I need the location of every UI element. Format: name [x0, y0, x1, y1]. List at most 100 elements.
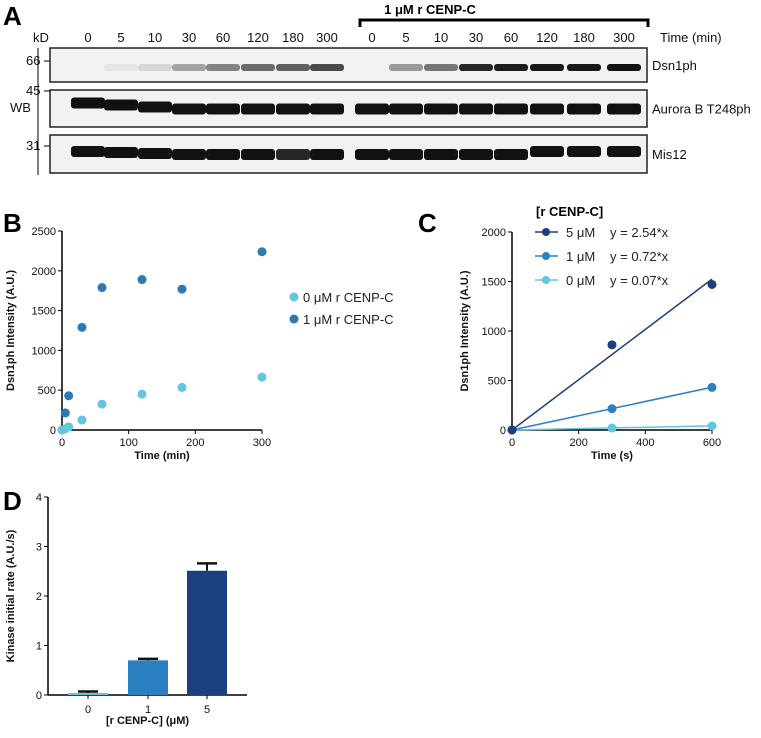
blot-band [567, 103, 601, 115]
data-point [64, 391, 74, 401]
blot-band [355, 103, 389, 115]
x-tick-label: 300 [253, 437, 271, 449]
legend-fit-equation: y = 0.72*x [610, 249, 669, 264]
y-tick-label: 0 [36, 690, 42, 702]
lane-time-label: 10 [148, 30, 162, 45]
data-point [137, 275, 147, 285]
data-point [177, 382, 187, 392]
data-point [607, 340, 617, 350]
data-point [607, 404, 617, 414]
lane-time-label: 0 [368, 30, 375, 45]
data-point [60, 408, 70, 418]
molecular-weight-label: 66 [26, 53, 40, 68]
x-tick-label: 200 [569, 437, 587, 449]
x-tick-label: 100 [119, 437, 137, 449]
blot-band [172, 64, 206, 71]
legend-marker [542, 252, 550, 260]
data-point [607, 423, 617, 433]
blot-band [424, 64, 458, 71]
blot-band [310, 149, 344, 160]
blot-band [206, 103, 240, 115]
data-point [97, 283, 107, 293]
blot-band [607, 103, 641, 115]
legend-marker [542, 228, 550, 236]
panel-label-c: C [418, 208, 437, 238]
blot-band [241, 149, 275, 160]
lane-time-label: 60 [504, 30, 518, 45]
blot-band [494, 64, 528, 71]
data-point [177, 284, 187, 294]
y-tick-label: 1000 [482, 326, 506, 338]
y-axis-label: Dsn1ph Intensity (A.U.) [5, 270, 17, 391]
blot-band [71, 97, 105, 109]
blot-band [530, 64, 564, 71]
bar [187, 570, 227, 695]
data-point [507, 425, 517, 435]
legend-label: 0 μM r CENP-C [303, 290, 394, 305]
x-axis-label: Time (min) [134, 450, 190, 462]
y-tick-label: 500 [488, 376, 506, 388]
molecular-weight-label: 45 [26, 83, 40, 98]
data-point [707, 279, 717, 289]
blot-band [241, 64, 275, 71]
scatter-chart-b: 0 500 1000 1500 2000 2500 0 100 200 300 Time (min)… [5, 226, 394, 462]
blot-band [104, 99, 138, 111]
blot-band [607, 64, 641, 71]
data-point [97, 399, 107, 409]
y-axis-label: Kinase initial rate (A.U./s) [5, 529, 17, 662]
panel-label-a: A [3, 1, 22, 31]
blot-band [389, 64, 423, 71]
legend-label: 0 μM [566, 273, 595, 288]
legend-marker [289, 292, 299, 302]
y-tick-label: 3 [36, 542, 42, 554]
kd-label: kD [33, 30, 49, 45]
condition-bracket [358, 18, 650, 27]
lane-time-label: 180 [573, 30, 595, 45]
blot-band [459, 149, 493, 160]
blot-band [71, 146, 105, 157]
legend-fit-equation: y = 0.07*x [610, 273, 669, 288]
blot-band [138, 148, 172, 159]
blot-band [389, 103, 423, 115]
lane-time-label: 5 [402, 30, 409, 45]
x-tick-label: 600 [703, 437, 721, 449]
y-tick-label: 0 [500, 425, 506, 437]
data-point [64, 422, 74, 432]
blot-band [310, 64, 344, 71]
blot-band [607, 146, 641, 157]
x-axis-label: [r CENP-C] (μM) [106, 715, 189, 727]
blot-row-label: Mis12 [652, 147, 687, 162]
blot-band [494, 149, 528, 160]
blot-row-label: Aurora B T248ph [652, 102, 751, 117]
blot-band [206, 64, 240, 71]
western-blot-panel: 1 μM r CENP-C kD Time (min) WB 0 5 10 30 60 1… [10, 2, 751, 175]
y-tick-label: 1 [36, 641, 42, 653]
x-tick-label: 5 [204, 704, 210, 716]
lane-time-label: 300 [316, 30, 338, 45]
x-tick-label: 0 [509, 437, 515, 449]
y-tick-label: 500 [38, 385, 56, 397]
y-tick-label: 2000 [482, 227, 506, 239]
lane-time-label: 120 [536, 30, 558, 45]
blot-band [567, 146, 601, 157]
blot-band [424, 103, 458, 115]
blot-band [459, 64, 493, 71]
blot-band [276, 64, 310, 71]
blot-row-label: Dsn1ph [652, 58, 697, 73]
blot-band [459, 103, 493, 115]
data-point [707, 421, 717, 431]
y-tick-label: 0 [50, 425, 56, 437]
data-point [77, 415, 87, 425]
lane-time-label: 180 [282, 30, 304, 45]
blot-band [276, 103, 310, 115]
blot-band [104, 64, 138, 71]
lane-time-label: 5 [117, 30, 124, 45]
y-tick-label: 1000 [32, 345, 56, 357]
blot-band [530, 146, 564, 157]
panel-label-d: D [3, 486, 22, 516]
blot-band [567, 64, 601, 71]
lane-time-label: 0 [84, 30, 91, 45]
blot-band [276, 149, 310, 160]
blot-band [104, 147, 138, 158]
blot-band [530, 103, 564, 115]
